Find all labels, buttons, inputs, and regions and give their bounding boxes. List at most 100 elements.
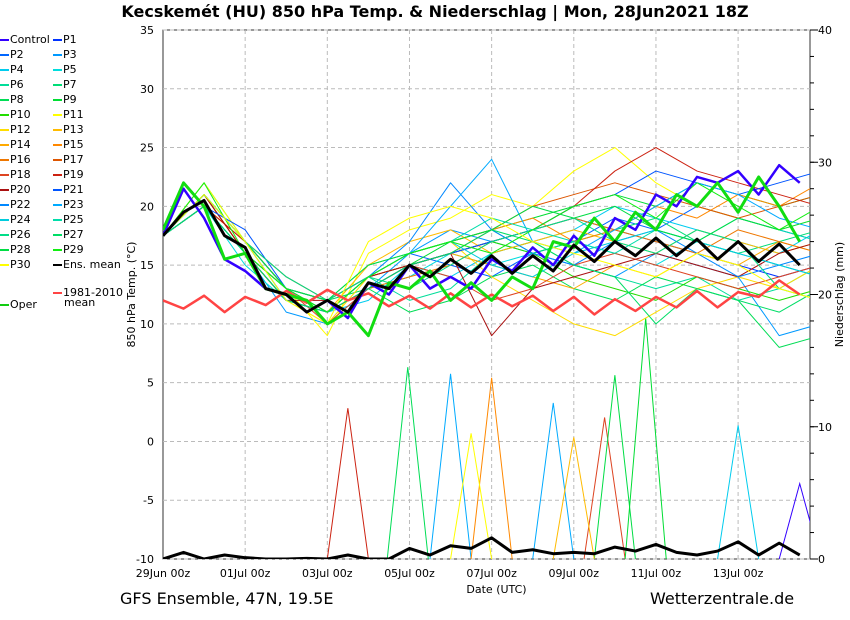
legend-swatch bbox=[0, 188, 9, 191]
legend-item-p16: P16 bbox=[0, 153, 31, 166]
legend-item-p18: P18 bbox=[0, 168, 31, 181]
ens-mean-line bbox=[163, 198, 801, 314]
precip-spike-p28 bbox=[593, 375, 636, 559]
y2-tick-label: 30 bbox=[818, 156, 832, 169]
legend-swatch bbox=[53, 218, 62, 221]
x-axis-label: Date (UTC) bbox=[466, 583, 526, 596]
legend-swatch bbox=[0, 98, 9, 101]
legend-swatch bbox=[0, 303, 9, 306]
legend-label: P4 bbox=[10, 63, 24, 76]
legend-label: P28 bbox=[10, 243, 31, 256]
temp-line-p28 bbox=[163, 194, 810, 301]
legend-item-p14: P14 bbox=[0, 138, 31, 151]
x-tick-label: 03Jul 00z bbox=[302, 567, 353, 580]
y2-tick-label: 0 bbox=[818, 553, 825, 566]
legend-swatch bbox=[53, 263, 62, 266]
legend-item-p17: P17 bbox=[53, 153, 84, 166]
legend-item-p27: P27 bbox=[53, 228, 84, 241]
legend-swatch bbox=[0, 173, 9, 176]
legend-label: Oper bbox=[10, 298, 37, 311]
legend-label: P16 bbox=[10, 153, 31, 166]
legend-label: P9 bbox=[63, 93, 77, 106]
precip-spike-p23 bbox=[532, 402, 575, 559]
y-tick-label: 0 bbox=[147, 435, 154, 448]
y2-tick-label: 40 bbox=[818, 24, 832, 37]
legend-label: P24 bbox=[10, 213, 31, 226]
legend-label: P18 bbox=[10, 168, 31, 181]
legend-label: P26 bbox=[10, 228, 31, 241]
legend-item-p8: P8 bbox=[0, 93, 24, 106]
legend-label: P19 bbox=[63, 168, 84, 181]
legend-swatch bbox=[53, 83, 62, 86]
legend-item-p21: P21 bbox=[53, 183, 84, 196]
y2-tick-label: 10 bbox=[818, 421, 832, 434]
legend-swatch bbox=[0, 233, 9, 236]
legend-item-p4: P4 bbox=[0, 63, 24, 76]
y-tick-label: 10 bbox=[140, 318, 154, 331]
legend-item-p3: P3 bbox=[53, 48, 77, 61]
legend-swatch bbox=[0, 218, 9, 221]
legend-label: P5 bbox=[63, 63, 77, 76]
x-tick-label: 29Jun 00z bbox=[136, 567, 191, 580]
legend-label: P1 bbox=[63, 33, 77, 46]
x-tick-label: 11Jul 00z bbox=[631, 567, 682, 580]
precip-spike-p13 bbox=[552, 437, 595, 559]
y-tick-label: 15 bbox=[140, 259, 154, 272]
precip-spike-p11 bbox=[450, 433, 493, 559]
legend-swatch bbox=[0, 158, 9, 161]
legend-label: P27 bbox=[63, 228, 84, 241]
precip-ens-mean-line bbox=[163, 536, 801, 559]
precip-spike-p18 bbox=[583, 417, 626, 559]
y-tick-label: -5 bbox=[143, 494, 154, 507]
legend-item-p13: P13 bbox=[53, 123, 84, 136]
legend-item-p28: P28 bbox=[0, 243, 31, 256]
legend-item-p20: P20 bbox=[0, 183, 31, 196]
legend-swatch bbox=[53, 143, 62, 146]
legend-swatch bbox=[0, 203, 9, 206]
legend-label: P2 bbox=[10, 48, 24, 61]
legend-swatch bbox=[0, 68, 9, 71]
precip-spike-p15 bbox=[470, 377, 513, 559]
legend-swatch bbox=[0, 53, 9, 56]
legend-label: P10 bbox=[10, 108, 31, 121]
legend-swatch bbox=[0, 38, 9, 41]
legend-label: P11 bbox=[63, 108, 84, 121]
y2-tick-label: 20 bbox=[818, 289, 832, 302]
y-axis-label: 850 hPa Temp. (°C) bbox=[125, 242, 138, 348]
legend-label: P8 bbox=[10, 93, 24, 106]
y-tick-label: 35 bbox=[140, 24, 154, 37]
legend-label: P17 bbox=[63, 153, 84, 166]
y-tick-label: 5 bbox=[147, 377, 154, 390]
source-credit: Wetterzentrale.de bbox=[650, 589, 795, 608]
legend-label: P23 bbox=[63, 198, 84, 211]
legend-swatch bbox=[53, 203, 62, 206]
legend-item-control: Control bbox=[0, 33, 50, 46]
legend-item-p23: P23 bbox=[53, 198, 84, 211]
legend-item-p10: P10 bbox=[0, 108, 31, 121]
legend-item-p2: P2 bbox=[0, 48, 24, 61]
legend-item-p25: P25 bbox=[53, 213, 84, 226]
legend-swatch bbox=[53, 53, 62, 56]
legend-item-p24: P24 bbox=[0, 213, 31, 226]
legend-swatch bbox=[53, 113, 62, 116]
y2-axis-label: Niederschlag (mm) bbox=[833, 242, 846, 347]
legend-label: P29 bbox=[63, 243, 84, 256]
legend-item-p19: P19 bbox=[53, 168, 84, 181]
x-tick-label: 09Jul 00z bbox=[549, 567, 600, 580]
series-group bbox=[163, 147, 810, 559]
legend-label: P15 bbox=[63, 138, 84, 151]
y-tick-label: 20 bbox=[140, 200, 154, 213]
legend-swatch bbox=[0, 248, 9, 251]
x-tick-label: 01Jul 00z bbox=[220, 567, 271, 580]
chart-title: Kecskemét (HU) 850 hPa Temp. & Niedersch… bbox=[121, 2, 749, 21]
legend-item-p11: P11 bbox=[53, 108, 84, 121]
legend-label: P30 bbox=[10, 258, 31, 271]
legend-label: P21 bbox=[63, 183, 84, 196]
legend-swatch bbox=[53, 173, 62, 176]
legend-item-p6: P6 bbox=[0, 78, 24, 91]
legend-label: P12 bbox=[10, 123, 31, 136]
legend-item-p1: P1 bbox=[53, 33, 77, 46]
legend-swatch bbox=[53, 38, 62, 41]
legend-swatch bbox=[0, 143, 9, 146]
